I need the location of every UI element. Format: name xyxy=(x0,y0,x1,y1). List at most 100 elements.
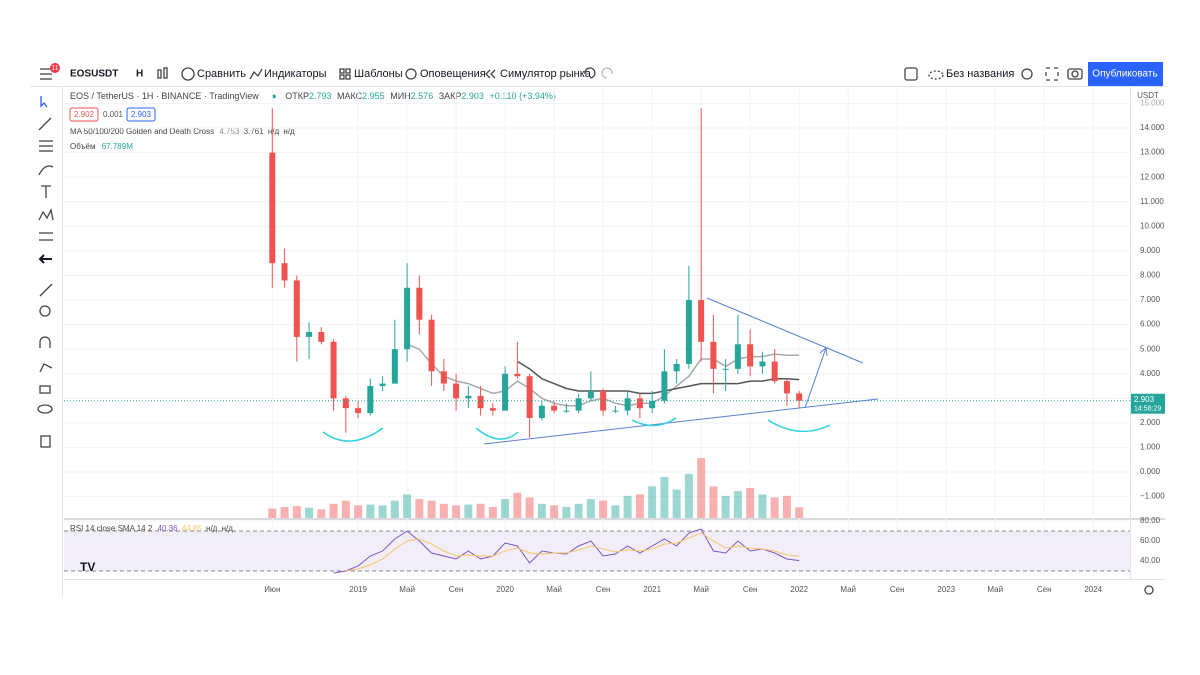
x-tick-label: Сен xyxy=(1037,585,1052,594)
trend-line[interactable] xyxy=(706,297,864,364)
candle-body xyxy=(612,410,619,412)
candle-icon[interactable] xyxy=(157,67,168,79)
replay-icon[interactable] xyxy=(485,69,496,79)
x-tick-label: 2019 xyxy=(349,585,367,594)
fullscreen-icon[interactable] xyxy=(1045,67,1059,81)
symbol[interactable]: EOSUSDT xyxy=(70,69,118,80)
volume-bar xyxy=(599,500,608,518)
y-tick-label: 14.000 xyxy=(1140,123,1165,132)
user-drawings xyxy=(322,297,879,445)
bid-box[interactable] xyxy=(69,107,99,122)
volume-bar xyxy=(733,491,742,518)
x-tick-label: 2022 xyxy=(790,585,808,594)
candle-body xyxy=(526,376,533,418)
indicators[interactable]: Индикаторы xyxy=(264,68,327,80)
arc[interactable] xyxy=(475,427,519,440)
candle-body xyxy=(269,152,276,264)
publish-button[interactable] xyxy=(1088,62,1163,86)
snapshot-icon[interactable] xyxy=(1067,68,1083,80)
candle-body xyxy=(342,398,349,409)
price-tag-timer: 14:58:29 xyxy=(1134,406,1161,413)
cloud-icon[interactable] xyxy=(928,70,944,80)
x-tick-label: 2021 xyxy=(643,585,661,594)
candle-body xyxy=(587,390,594,399)
candle-body xyxy=(477,395,484,409)
arrow[interactable] xyxy=(804,347,828,409)
alerts-icon[interactable] xyxy=(405,68,417,80)
compare[interactable]: Сравнить xyxy=(197,68,246,80)
templates[interactable]: Шаблоны xyxy=(354,68,403,80)
ma-value: н/д xyxy=(268,127,280,136)
candle-body xyxy=(330,341,337,399)
volume-bar xyxy=(341,500,350,518)
moving-average xyxy=(517,360,800,395)
volume-bar xyxy=(513,492,522,518)
candle-body xyxy=(367,386,374,414)
candle-body xyxy=(379,383,386,387)
bid: 2.902 xyxy=(74,110,95,119)
legend-line: EOS / TetherUS · 1H · BINANCE · TradingV… xyxy=(70,91,556,101)
layout-icon[interactable] xyxy=(904,67,918,81)
settings-icon[interactable] xyxy=(1021,68,1033,80)
high-label: МАКС xyxy=(337,91,363,101)
volume-bar xyxy=(648,486,657,518)
alerts[interactable]: Оповещения xyxy=(420,68,486,80)
candle-body xyxy=(685,300,692,364)
x-tick-label: Сен xyxy=(890,585,905,594)
candle-body xyxy=(306,331,313,337)
ask: 2.903 xyxy=(131,110,152,119)
publish-label[interactable]: Опубликовать xyxy=(1092,68,1157,80)
volume-bar xyxy=(672,489,681,518)
volume-bar xyxy=(488,506,497,518)
x-tick-label: Май xyxy=(399,585,415,594)
menu-button[interactable] xyxy=(40,68,52,80)
candle-body xyxy=(624,398,631,411)
candle-body xyxy=(649,400,656,409)
candle-body xyxy=(575,398,582,411)
low-value: 2.576 xyxy=(411,91,434,101)
rsi-value: 40.36 xyxy=(158,524,179,533)
close-label: ЗАКР xyxy=(439,91,462,101)
layout-name[interactable]: Без названия xyxy=(946,68,1014,80)
trend-line[interactable] xyxy=(483,398,879,445)
candle-body xyxy=(514,373,521,377)
candle-body xyxy=(747,344,754,367)
arc[interactable] xyxy=(767,419,831,433)
y-tick-label: 5.000 xyxy=(1140,344,1161,353)
volume-bar xyxy=(390,500,399,518)
rsi-name: RSI 14 close SMA 14 2 xyxy=(70,524,153,533)
arc[interactable] xyxy=(631,417,677,427)
compare-icon[interactable] xyxy=(181,67,195,81)
spread: 0.001 xyxy=(103,110,124,119)
volume-name: Объём xyxy=(70,142,96,151)
high-value: 2.955 xyxy=(362,91,385,101)
volume-bar xyxy=(366,504,375,518)
volume-bar xyxy=(586,499,595,518)
y-tick-label: 15.000 xyxy=(1140,99,1165,108)
indicators-icon[interactable] xyxy=(249,68,263,80)
arc[interactable] xyxy=(322,427,384,442)
y-tick-label: 6.000 xyxy=(1140,320,1161,329)
ask-box[interactable] xyxy=(126,107,156,122)
templates-icon[interactable] xyxy=(339,68,351,80)
candle-body xyxy=(600,390,607,411)
y-tick-label: 2.000 xyxy=(1140,418,1161,427)
ma-name: MA 50/100/200 Golden and Death Cross xyxy=(70,127,214,136)
interval[interactable]: Н xyxy=(136,69,143,80)
y-tick-label: 12.000 xyxy=(1140,172,1165,181)
change-value: +0.110 (+3.94%) xyxy=(489,91,555,101)
ma-value: 4.753 xyxy=(219,127,240,136)
drawing-tools[interactable] xyxy=(37,96,54,448)
volume-bar xyxy=(611,505,620,518)
rsi-line xyxy=(333,528,800,574)
y-tick-label: 9.000 xyxy=(1140,246,1161,255)
candle-body xyxy=(355,408,362,414)
axis-settings[interactable] xyxy=(1144,585,1154,595)
volume-bar xyxy=(452,505,461,518)
candle-body xyxy=(636,398,643,409)
volume-bar xyxy=(537,503,546,518)
undo-redo[interactable] xyxy=(584,67,613,79)
replay[interactable]: Симулятор рынка xyxy=(500,68,592,80)
y-tick-label: 1.000 xyxy=(1140,443,1161,452)
